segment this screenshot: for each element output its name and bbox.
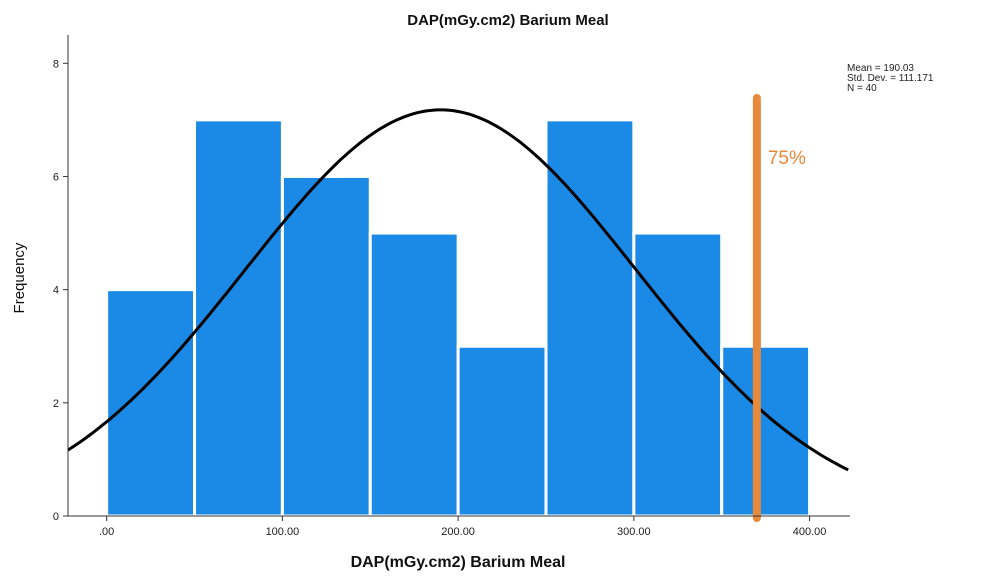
x-tick-label: 400.00 (793, 526, 827, 538)
y-tick-label: 8 (53, 58, 59, 70)
histogram-bar (105, 288, 197, 518)
x-axis-label: DAP(mGy.cm2) Barium Meal (351, 554, 566, 571)
histogram-bar (632, 231, 724, 518)
percentile-marker: 75% (752, 94, 806, 522)
x-tick-labels: .00 100.00 200.00 300.00 400.00 (99, 516, 826, 538)
histogram-bar (193, 118, 284, 518)
marker-label: 75% (768, 148, 806, 169)
x-tick-label: 100.00 (266, 526, 300, 538)
axes (67, 35, 850, 517)
histogram-bar (456, 344, 548, 518)
y-tick-label: 0 (53, 511, 59, 523)
histogram-bar (280, 174, 372, 518)
bars (105, 118, 812, 518)
y-tick-label: 6 (53, 171, 59, 183)
stats-line: Mean = 190.03 (847, 63, 914, 74)
stats-line: N = 40 (847, 83, 877, 94)
y-tick-label: 2 (53, 398, 59, 410)
normal-curve-line (67, 108, 849, 472)
histogram-bar (720, 344, 812, 518)
x-tick-label: 300.00 (617, 526, 651, 538)
normal-curve (67, 108, 849, 472)
y-axis-label: Frequency (11, 242, 28, 313)
chart-title: DAP(mGy.cm2) Barium Meal (407, 12, 608, 29)
histogram-bar (368, 231, 460, 518)
y-tick-labels: 0 2 4 6 8 (53, 58, 68, 523)
stats-line: Std. Dev. = 111.171 (847, 73, 934, 84)
y-tick-label: 4 (53, 285, 59, 297)
histogram-bar (544, 118, 636, 518)
x-tick-label: .00 (99, 526, 114, 538)
x-tick-label: 200.00 (441, 526, 475, 538)
